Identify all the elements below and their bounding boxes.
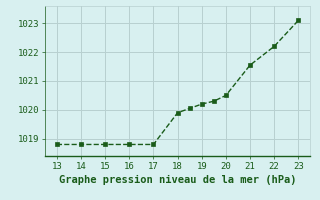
X-axis label: Graphe pression niveau de la mer (hPa): Graphe pression niveau de la mer (hPa) (59, 175, 296, 185)
